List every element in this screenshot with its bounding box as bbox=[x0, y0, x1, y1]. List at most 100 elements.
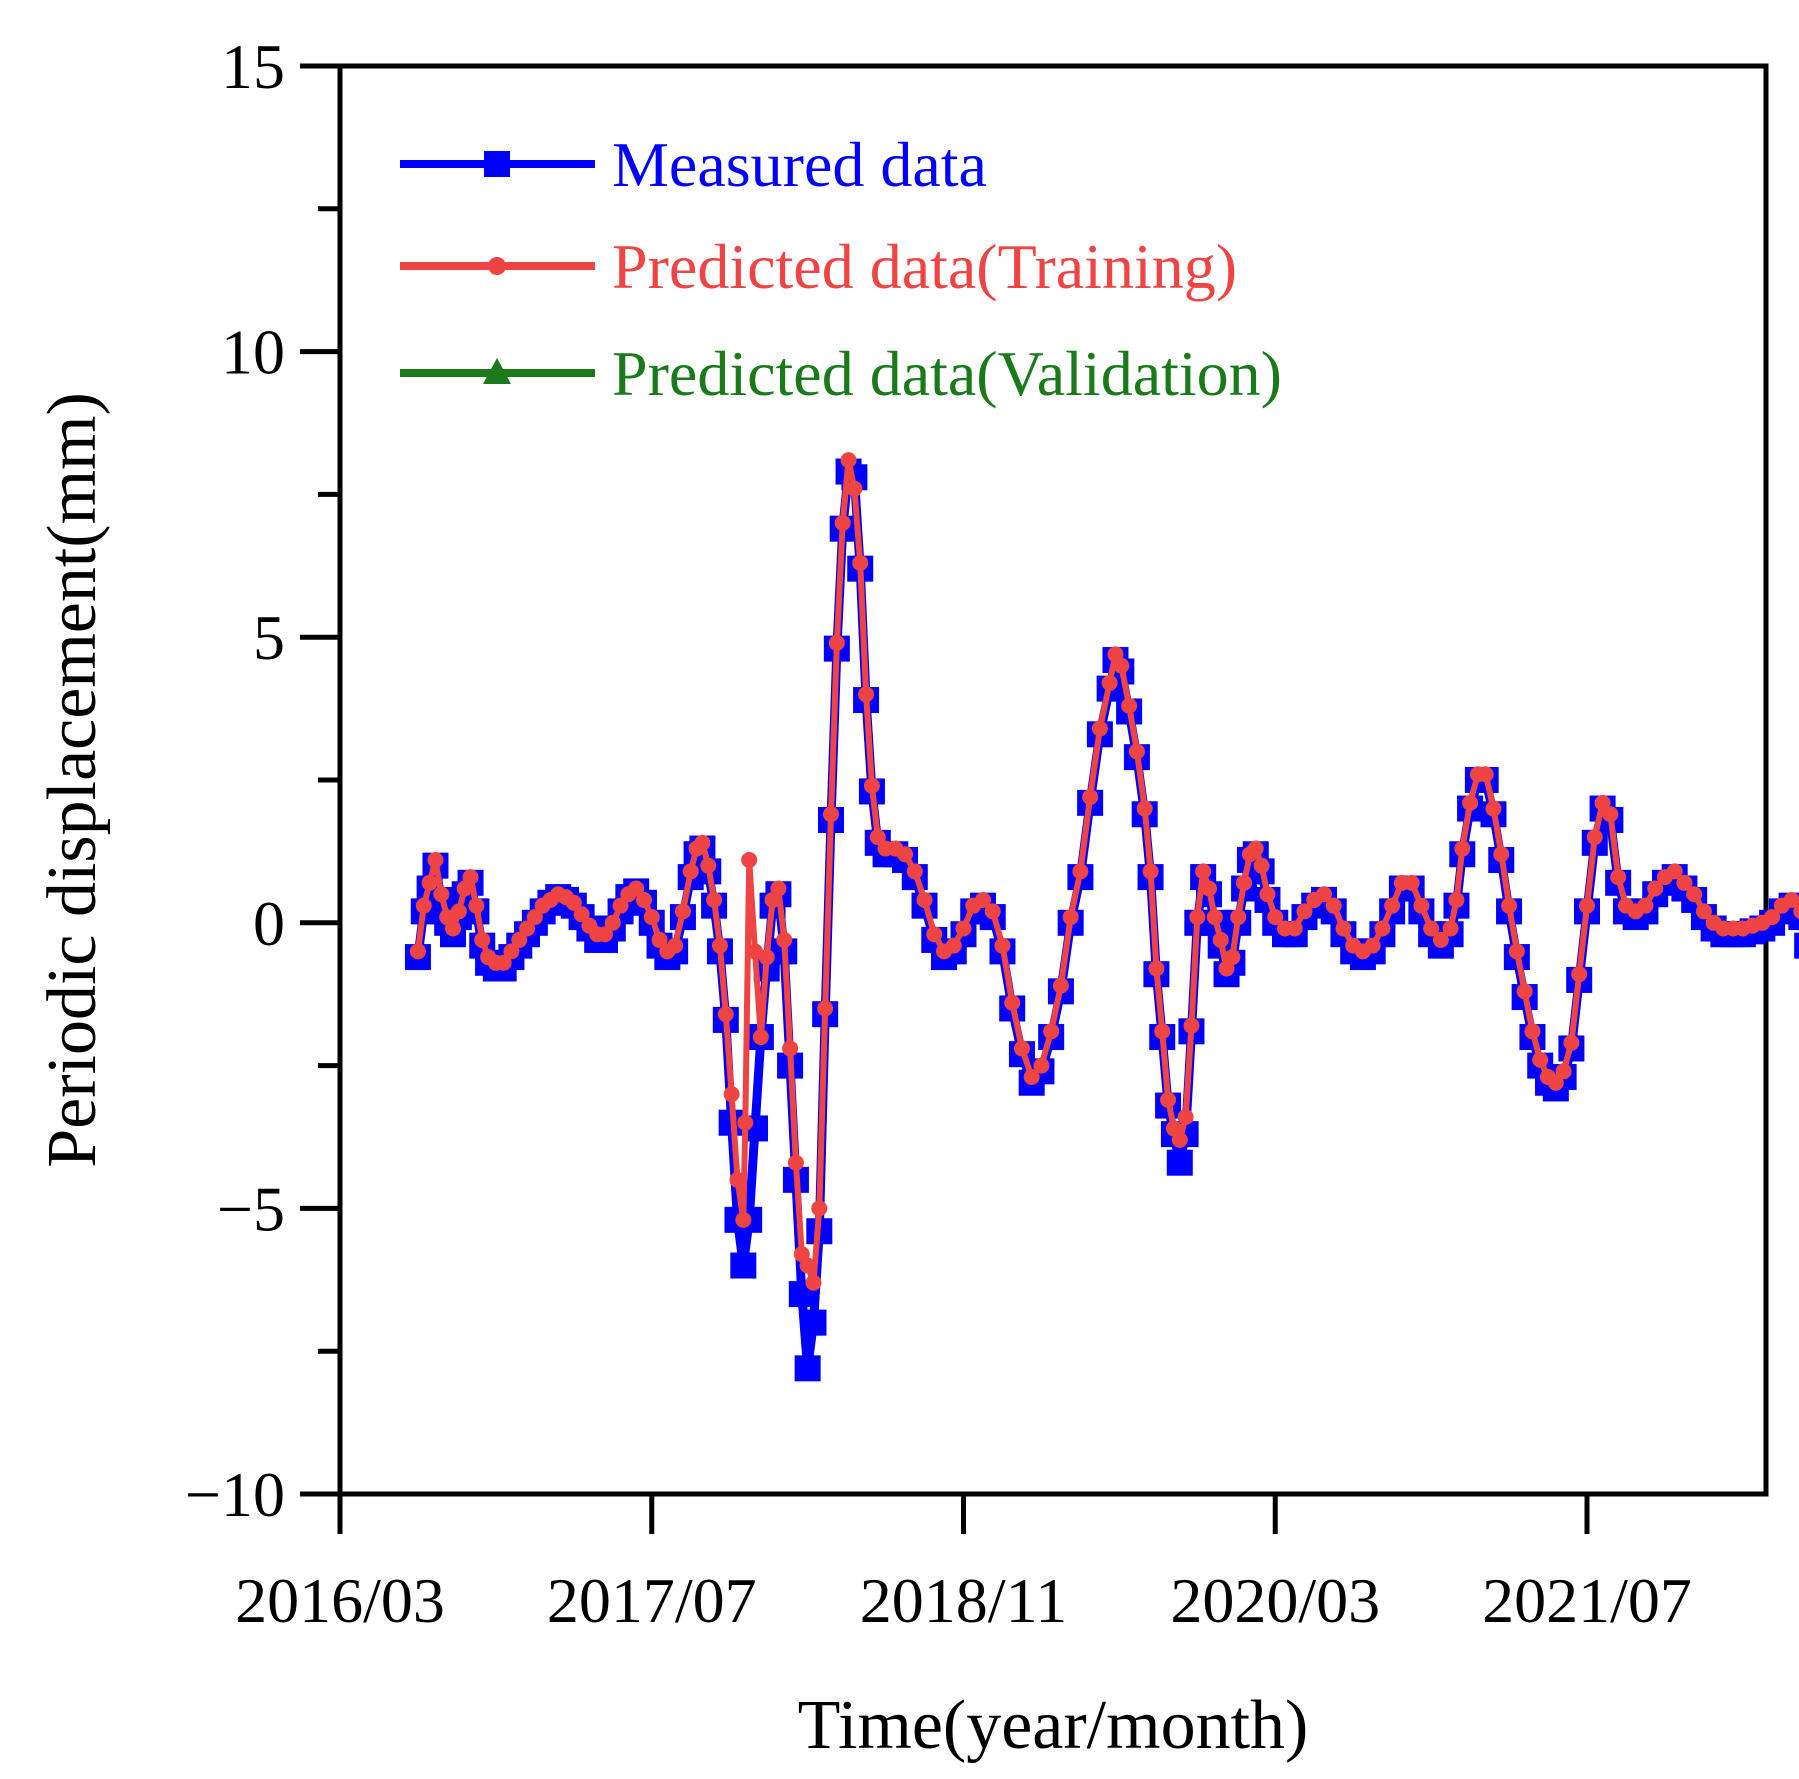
data-point bbox=[1788, 904, 1799, 931]
data-point bbox=[1052, 977, 1069, 994]
data-point bbox=[811, 1200, 828, 1217]
data-point bbox=[737, 1114, 754, 1131]
data-point bbox=[1062, 909, 1079, 926]
data-point bbox=[1571, 966, 1588, 983]
data-point bbox=[1004, 994, 1021, 1011]
data-point bbox=[1547, 1074, 1564, 1091]
data-point bbox=[955, 920, 972, 937]
legend-label-training: Predicted data(Training) bbox=[612, 231, 1237, 302]
data-point bbox=[1686, 886, 1703, 903]
x-tick-label: 2020/03 bbox=[1170, 1565, 1380, 1636]
data-point bbox=[1286, 920, 1303, 937]
data-point bbox=[1508, 943, 1525, 960]
data-point bbox=[1485, 800, 1502, 817]
data-point bbox=[604, 914, 621, 931]
data-point bbox=[1423, 920, 1440, 937]
y-tick-label: −10 bbox=[185, 1459, 285, 1530]
data-point bbox=[1783, 891, 1799, 908]
data-point bbox=[1195, 863, 1212, 880]
data-point bbox=[1201, 880, 1218, 897]
data-point bbox=[1384, 897, 1401, 914]
data-point bbox=[1413, 897, 1430, 914]
data-point bbox=[787, 1154, 804, 1171]
data-point bbox=[1563, 1034, 1580, 1051]
y-tick-label: 15 bbox=[221, 31, 285, 102]
data-point bbox=[573, 906, 590, 923]
data-point bbox=[1462, 794, 1479, 811]
legend-item-measured: Measured data bbox=[400, 129, 987, 200]
data-point bbox=[468, 897, 485, 914]
legend-item-validation: Predicted data(Validation) bbox=[400, 338, 1282, 409]
data-point bbox=[1183, 1017, 1200, 1034]
data-point bbox=[1212, 931, 1229, 948]
data-point bbox=[519, 920, 536, 937]
data-point bbox=[1335, 920, 1352, 937]
data-point bbox=[1296, 903, 1313, 920]
data-point bbox=[863, 777, 880, 794]
data-point bbox=[1043, 1023, 1060, 1040]
y-tick-label: 10 bbox=[221, 317, 285, 388]
data-point bbox=[776, 931, 793, 948]
data-point bbox=[1676, 874, 1693, 891]
data-point bbox=[421, 874, 438, 891]
x-tick-label: 2016/03 bbox=[235, 1565, 445, 1636]
data-point bbox=[840, 452, 857, 469]
data-point bbox=[741, 851, 758, 868]
data-point bbox=[1637, 897, 1654, 914]
legend-item-training: Predicted data(Training) bbox=[400, 231, 1237, 302]
data-point bbox=[474, 931, 491, 948]
data-point bbox=[805, 1274, 822, 1291]
data-point bbox=[1524, 1023, 1541, 1040]
data-point bbox=[643, 909, 660, 926]
data-point bbox=[1148, 960, 1165, 977]
y-axis-title: Periodic displacement(mm) bbox=[34, 392, 111, 1168]
data-point bbox=[1171, 1131, 1188, 1148]
data-point bbox=[1113, 657, 1130, 674]
data-point bbox=[1442, 920, 1459, 937]
data-point bbox=[427, 851, 444, 868]
legend-marker-triangle bbox=[483, 358, 511, 384]
data-point bbox=[1166, 1149, 1193, 1176]
data-point bbox=[635, 891, 652, 908]
legend-label-validation: Predicted data(Validation) bbox=[612, 338, 1282, 409]
data-point bbox=[462, 869, 479, 886]
data-point bbox=[723, 1086, 740, 1103]
y-axis-ticks: −10 −5 0 5 10 15 bbox=[185, 31, 340, 1530]
data-point bbox=[800, 1309, 827, 1336]
data-point bbox=[1516, 983, 1533, 1000]
legend-marker-square bbox=[484, 151, 510, 177]
data-point bbox=[433, 886, 450, 903]
data-point bbox=[1647, 880, 1664, 897]
x-axis-title: Time(year/month) bbox=[798, 1687, 1309, 1764]
data-point bbox=[1142, 863, 1159, 880]
data-point bbox=[1403, 874, 1420, 891]
data-point bbox=[794, 1355, 821, 1382]
data-point bbox=[852, 554, 869, 571]
data-point bbox=[1666, 863, 1683, 880]
data-point bbox=[1602, 806, 1619, 823]
data-point bbox=[1610, 869, 1627, 886]
data-point bbox=[1374, 920, 1391, 937]
data-point bbox=[974, 891, 991, 908]
data-point bbox=[1315, 886, 1332, 903]
data-point bbox=[1532, 1051, 1549, 1068]
data-point bbox=[596, 926, 613, 943]
data-point bbox=[1253, 857, 1270, 874]
data-point bbox=[694, 834, 711, 851]
data-point bbox=[1501, 897, 1518, 914]
data-point bbox=[682, 863, 699, 880]
data-point bbox=[858, 686, 875, 703]
data-point bbox=[846, 480, 863, 497]
data-point bbox=[1555, 1063, 1572, 1080]
data-point bbox=[906, 863, 923, 880]
series-line bbox=[414, 457, 1799, 1286]
data-point bbox=[1579, 897, 1595, 914]
data-point bbox=[445, 920, 462, 937]
data-point bbox=[730, 1252, 757, 1279]
data-point bbox=[1160, 1091, 1177, 1108]
x-tick-label: 2018/11 bbox=[860, 1565, 1067, 1636]
data-point bbox=[1247, 840, 1264, 857]
data-point bbox=[729, 1171, 746, 1188]
legend: Measured data Predicted data(Training) P… bbox=[400, 129, 1282, 409]
data-point bbox=[1764, 909, 1781, 926]
